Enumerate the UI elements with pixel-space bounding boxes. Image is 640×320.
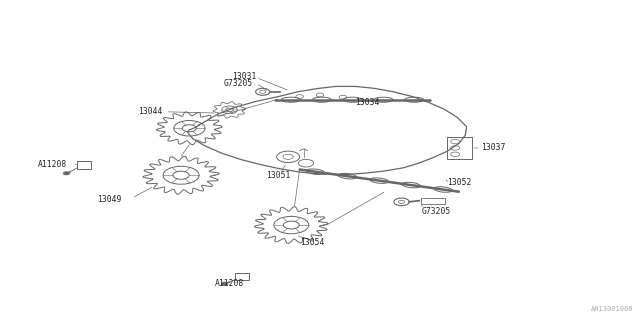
Circle shape <box>63 172 70 175</box>
Text: 13037: 13037 <box>481 143 505 152</box>
Text: 13034: 13034 <box>355 99 380 108</box>
Bar <box>77 161 91 169</box>
Text: 13044: 13044 <box>138 107 163 116</box>
Circle shape <box>221 282 228 285</box>
Text: 13051: 13051 <box>266 172 291 180</box>
Text: 13052: 13052 <box>447 178 472 187</box>
Text: G73205: G73205 <box>422 207 451 216</box>
Text: 13031: 13031 <box>232 72 257 81</box>
Text: G73205: G73205 <box>223 79 252 88</box>
Bar <box>236 273 249 280</box>
Text: A11208: A11208 <box>215 279 244 288</box>
Bar <box>447 137 472 159</box>
Bar <box>420 198 445 204</box>
Text: A013001060: A013001060 <box>591 306 634 312</box>
Text: 13049: 13049 <box>97 195 122 204</box>
Text: 13054: 13054 <box>300 238 324 247</box>
Text: A11208: A11208 <box>38 160 68 169</box>
